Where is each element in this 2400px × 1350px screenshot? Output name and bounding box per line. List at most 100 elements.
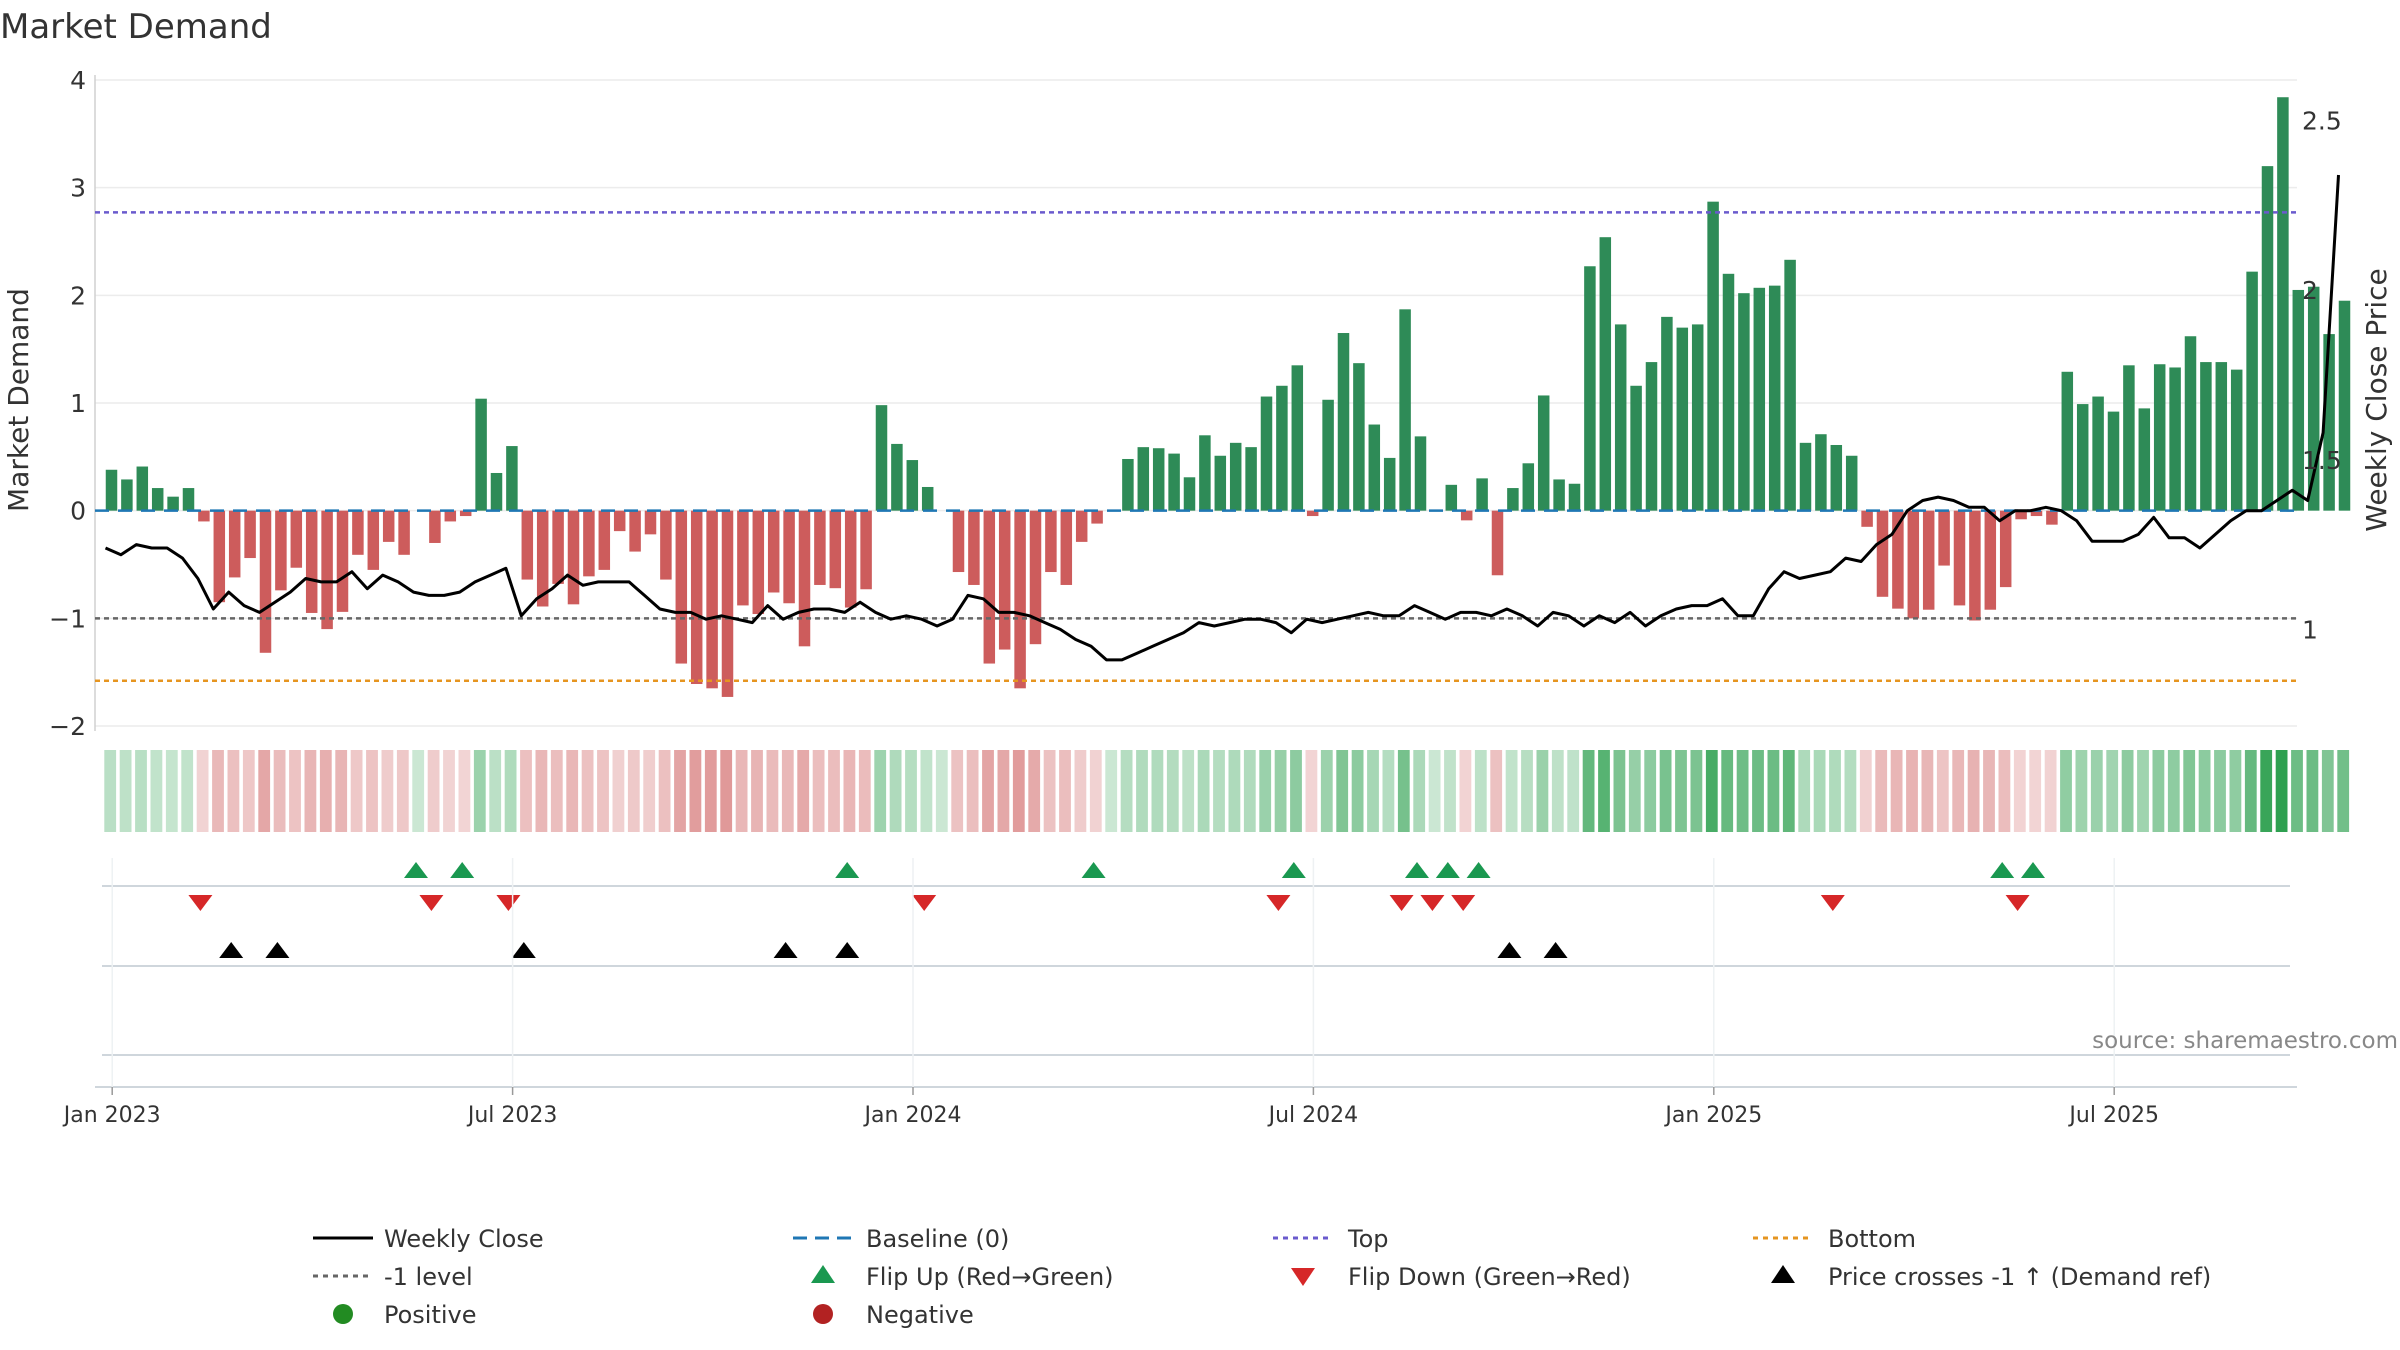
y-tick-label-left: 3	[70, 174, 86, 203]
legend-positive-label: Positive	[384, 1301, 477, 1329]
heat-cell	[1659, 750, 1672, 832]
heat-cell	[1613, 750, 1626, 832]
heat-cell	[1428, 750, 1441, 832]
legend-cross: Price crosses -1 ↑ (Demand ref)	[1771, 1263, 2211, 1291]
demand-bar	[1460, 510, 1473, 521]
legend-weekly-close-label: Weekly Close	[384, 1225, 544, 1253]
demand-bar	[2107, 411, 2120, 511]
flip-up-marker	[2021, 862, 2045, 878]
demand-bar	[1953, 510, 1966, 606]
demand-bar	[567, 510, 580, 605]
heat-cell	[1721, 750, 1734, 832]
demand-bar	[1768, 285, 1781, 511]
demand-bar	[2200, 362, 2212, 511]
legend-negative-label: Negative	[866, 1301, 974, 1329]
demand-bar	[1399, 309, 1411, 511]
demand-bar	[1045, 510, 1057, 573]
demand-bar	[1507, 488, 1519, 511]
demand-bar	[2277, 97, 2289, 511]
heat-cell	[751, 750, 763, 832]
demand-bar	[1753, 287, 1766, 511]
heat-cell	[504, 750, 517, 832]
heat-cell	[1397, 750, 1410, 832]
demand-bar	[1322, 399, 1334, 511]
heat-cell	[1182, 750, 1195, 832]
heat-cell	[874, 750, 887, 832]
legend-flip-up: Flip Up (Red→Green)	[811, 1263, 1114, 1291]
flip-up-marker	[1990, 862, 2015, 878]
demand-bar	[2230, 369, 2243, 511]
heat-cell	[1521, 750, 1533, 832]
x-tick-label: Jul 2025	[2067, 1103, 2159, 1128]
legend-negative: Negative	[813, 1301, 974, 1329]
x-tick-label: Jan 2023	[62, 1103, 161, 1128]
demand-bar	[1799, 442, 1812, 511]
demand-bar	[783, 510, 795, 604]
negative-dot-icon	[813, 1304, 833, 1324]
heat-cell	[258, 750, 271, 832]
y-tick-label-right: 1	[2302, 615, 2318, 644]
heat-cell	[1213, 750, 1225, 832]
demand-bar	[2076, 404, 2089, 511]
heat-cell	[1598, 750, 1610, 832]
heat-cell	[1474, 750, 1487, 832]
legend-baseline: Baseline (0)	[793, 1225, 1009, 1253]
heat-cell	[1690, 750, 1703, 832]
heat-cell	[1752, 750, 1764, 832]
heat-cell	[889, 750, 902, 832]
y-axis-label-right: Weekly Close Price	[2360, 268, 2393, 531]
demand-bar	[1137, 447, 1150, 511]
heat-cell	[566, 750, 579, 832]
demand-bar	[1568, 483, 1581, 511]
heat-cell	[1243, 750, 1256, 832]
demand-bar	[1229, 442, 1242, 511]
demand-bar	[151, 488, 164, 511]
heat-cell	[1120, 750, 1133, 832]
demand-bar	[1245, 447, 1257, 511]
demand-bar	[737, 510, 749, 606]
heat-cell	[1274, 750, 1287, 832]
heat-cell	[1998, 750, 2011, 832]
heat-cell	[165, 750, 178, 832]
demand-bar	[1183, 477, 1196, 511]
heat-cell	[1767, 750, 1780, 832]
heat-cell	[2013, 750, 2026, 832]
demand-bar	[1876, 510, 1889, 597]
heat-cell	[396, 750, 409, 832]
heat-cell	[412, 750, 425, 832]
heat-cell	[1829, 750, 1841, 832]
heat-cell	[289, 750, 301, 832]
demand-bar	[259, 510, 272, 653]
heat-cell	[1382, 750, 1395, 832]
demand-bar	[1938, 510, 1950, 566]
demand-bar	[752, 510, 765, 615]
heat-cell	[1875, 750, 1888, 832]
flip-down-marker	[496, 895, 521, 911]
demand-bar	[706, 510, 718, 689]
demand-bar	[1291, 365, 1304, 511]
demand-bar	[891, 443, 903, 511]
demand-bar	[2338, 300, 2351, 511]
demand-bar	[1999, 510, 2012, 588]
heat-cell	[1166, 750, 1179, 832]
demand-bar	[2323, 334, 2335, 511]
demand-bar	[1491, 510, 1504, 576]
demand-bar	[1630, 385, 1642, 511]
heat-cell	[535, 750, 548, 832]
demand-bar	[1738, 293, 1750, 511]
heat-cell	[1906, 750, 1918, 832]
cross-up-icon	[1771, 1265, 1795, 1283]
demand-bar	[506, 446, 518, 511]
demand-bar	[167, 496, 179, 511]
demand-bar	[1845, 455, 1858, 511]
y-tick-label-left: 1	[70, 389, 86, 418]
heat-cell	[1628, 750, 1641, 832]
heat-cell	[812, 750, 825, 832]
heat-cell	[2044, 750, 2057, 832]
demand-bar	[2215, 362, 2228, 511]
heat-cell	[1259, 750, 1272, 832]
demand-bar	[1168, 453, 1180, 511]
demand-bars	[105, 97, 2351, 697]
heat-cell	[2244, 750, 2257, 832]
heat-cell	[2106, 750, 2119, 832]
